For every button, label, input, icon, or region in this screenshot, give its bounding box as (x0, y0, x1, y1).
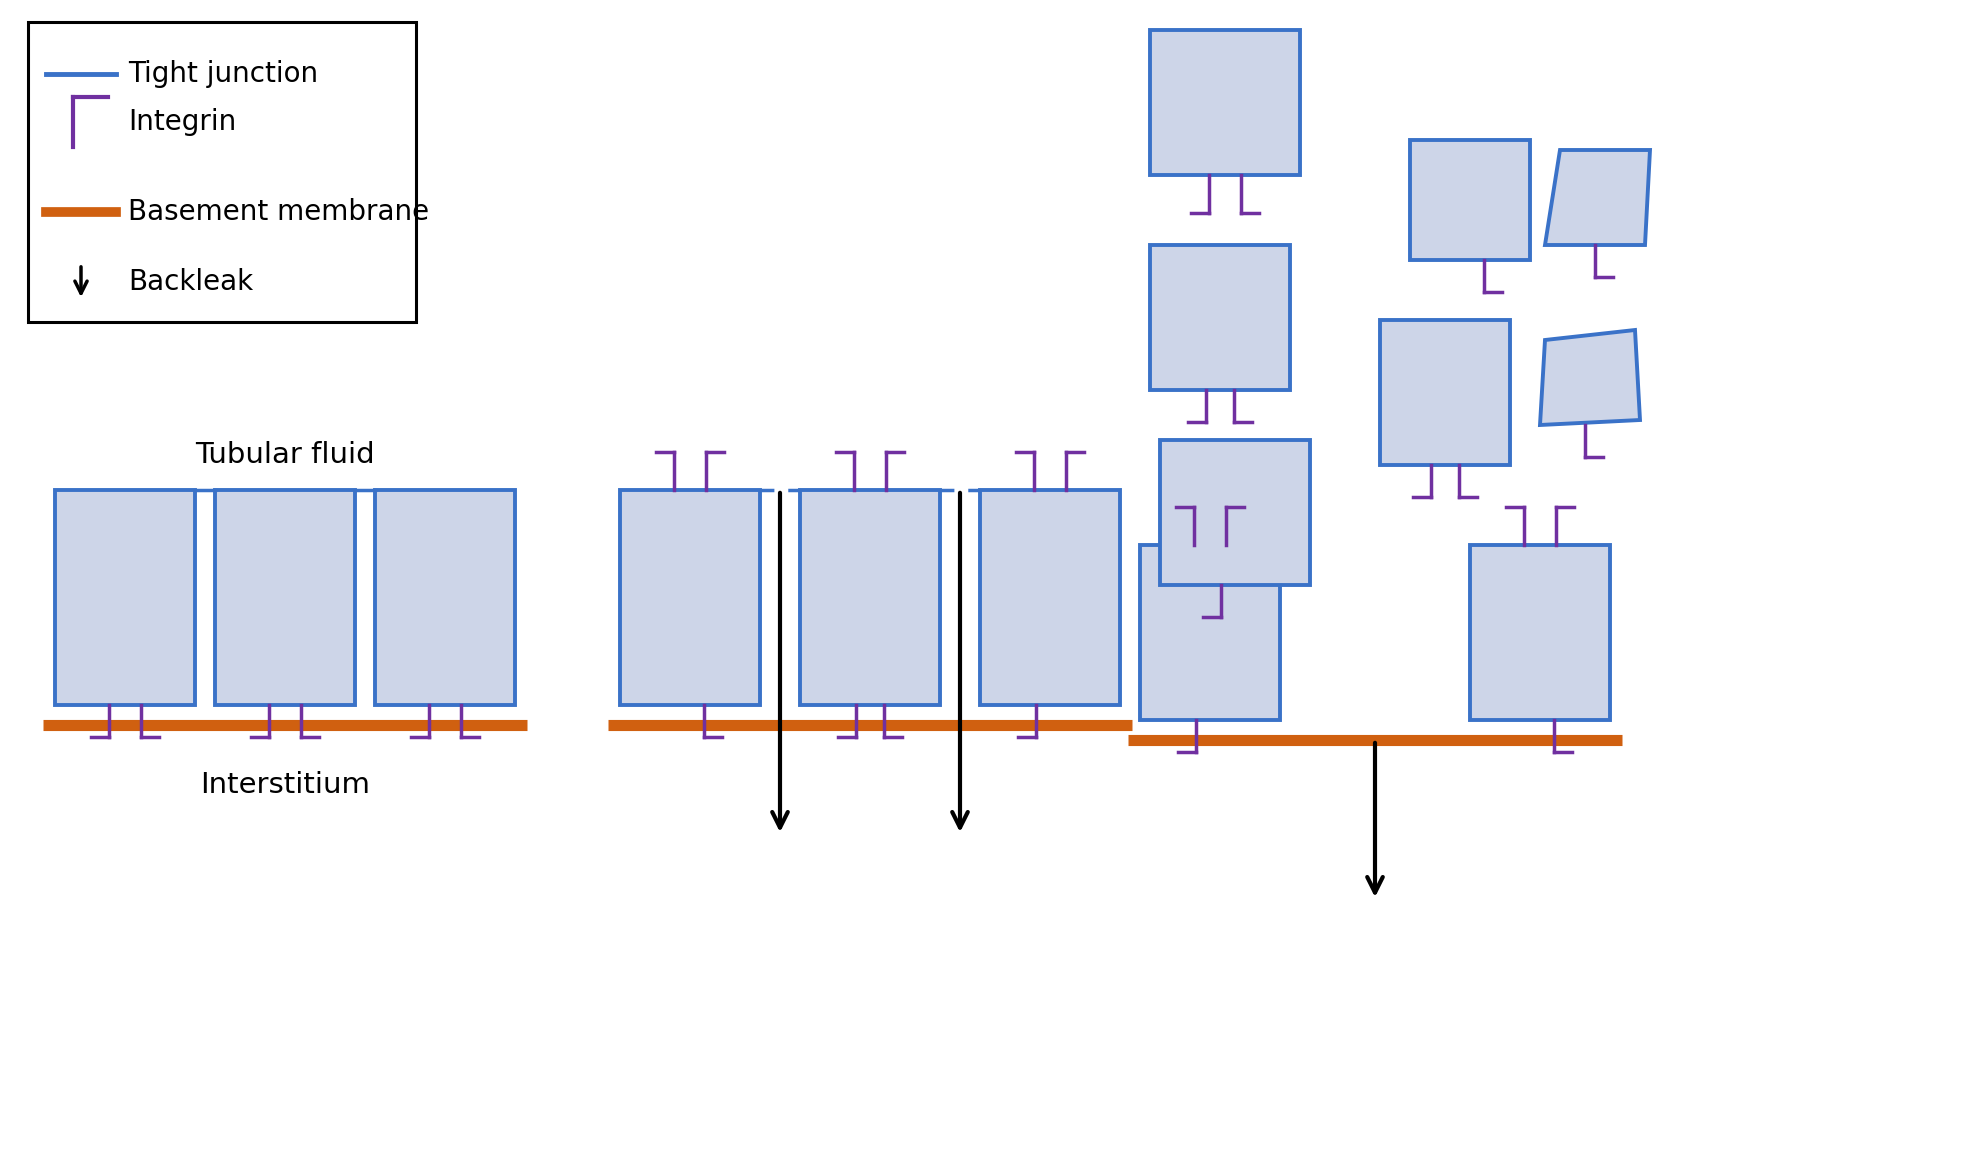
Text: Tubular fluid: Tubular fluid (194, 441, 375, 469)
Bar (619, 490, 760, 705)
Bar (1411, 140, 1530, 260)
Text: Basement membrane: Basement membrane (129, 198, 429, 226)
Bar (1151, 245, 1290, 390)
Polygon shape (1546, 150, 1651, 245)
Bar (28, 22, 417, 322)
Bar (800, 490, 940, 705)
Bar (1470, 545, 1609, 720)
Bar (1141, 545, 1280, 720)
Bar (1161, 440, 1309, 585)
Bar (1381, 320, 1510, 465)
Bar (1151, 30, 1300, 175)
Text: Interstitium: Interstitium (200, 771, 369, 799)
Polygon shape (1540, 330, 1641, 425)
Text: Integrin: Integrin (129, 108, 236, 136)
Bar (375, 490, 516, 705)
Bar (214, 490, 355, 705)
Bar (980, 490, 1121, 705)
Text: Tight junction: Tight junction (129, 60, 317, 88)
Text: Backleak: Backleak (129, 268, 254, 295)
Bar (56, 490, 194, 705)
